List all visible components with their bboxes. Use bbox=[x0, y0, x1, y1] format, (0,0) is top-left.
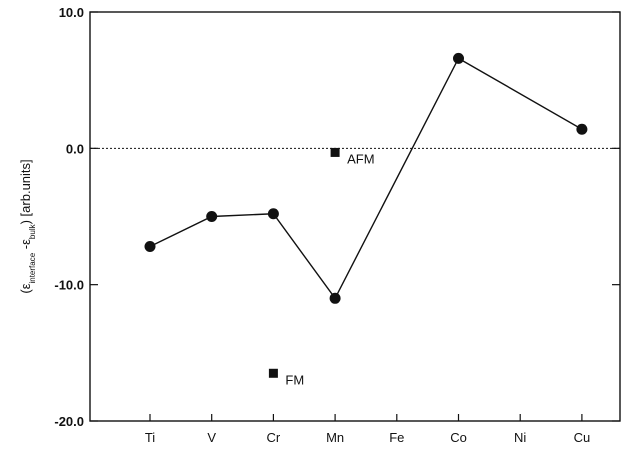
y-tick-label: -10.0 bbox=[54, 278, 84, 293]
y-axis-label: (εinterface -εbulk) [arb.units] bbox=[18, 159, 37, 293]
y-tick-label: 0.0 bbox=[66, 141, 84, 156]
x-tick-label: Ni bbox=[514, 430, 526, 445]
x-tick-label: Cu bbox=[574, 430, 591, 445]
series-line bbox=[149, 57, 583, 300]
x-tick-label: Fe bbox=[389, 430, 404, 445]
x-tick-label: Co bbox=[450, 430, 467, 445]
y-tick-label: -20.0 bbox=[54, 414, 84, 429]
data-point-co bbox=[453, 52, 464, 64]
data-point-ti bbox=[144, 240, 156, 252]
x-tick-label: Ti bbox=[145, 430, 155, 445]
annotation-fm: FM bbox=[285, 372, 304, 387]
x-tick-label: V bbox=[207, 430, 216, 445]
plot-frame bbox=[89, 11, 621, 422]
x-tick-label: Mn bbox=[326, 430, 344, 445]
marker-fm bbox=[268, 368, 278, 378]
data-point-v bbox=[206, 211, 218, 222]
data-point-cu bbox=[576, 123, 588, 135]
x-tick-label: Cr bbox=[267, 430, 281, 445]
data-point-mn bbox=[329, 292, 341, 304]
annotation-afm: AFM bbox=[347, 151, 374, 166]
data-point-cr bbox=[267, 208, 279, 220]
marker-afm bbox=[330, 147, 340, 157]
y-tick-label: 10.0 bbox=[59, 5, 84, 20]
